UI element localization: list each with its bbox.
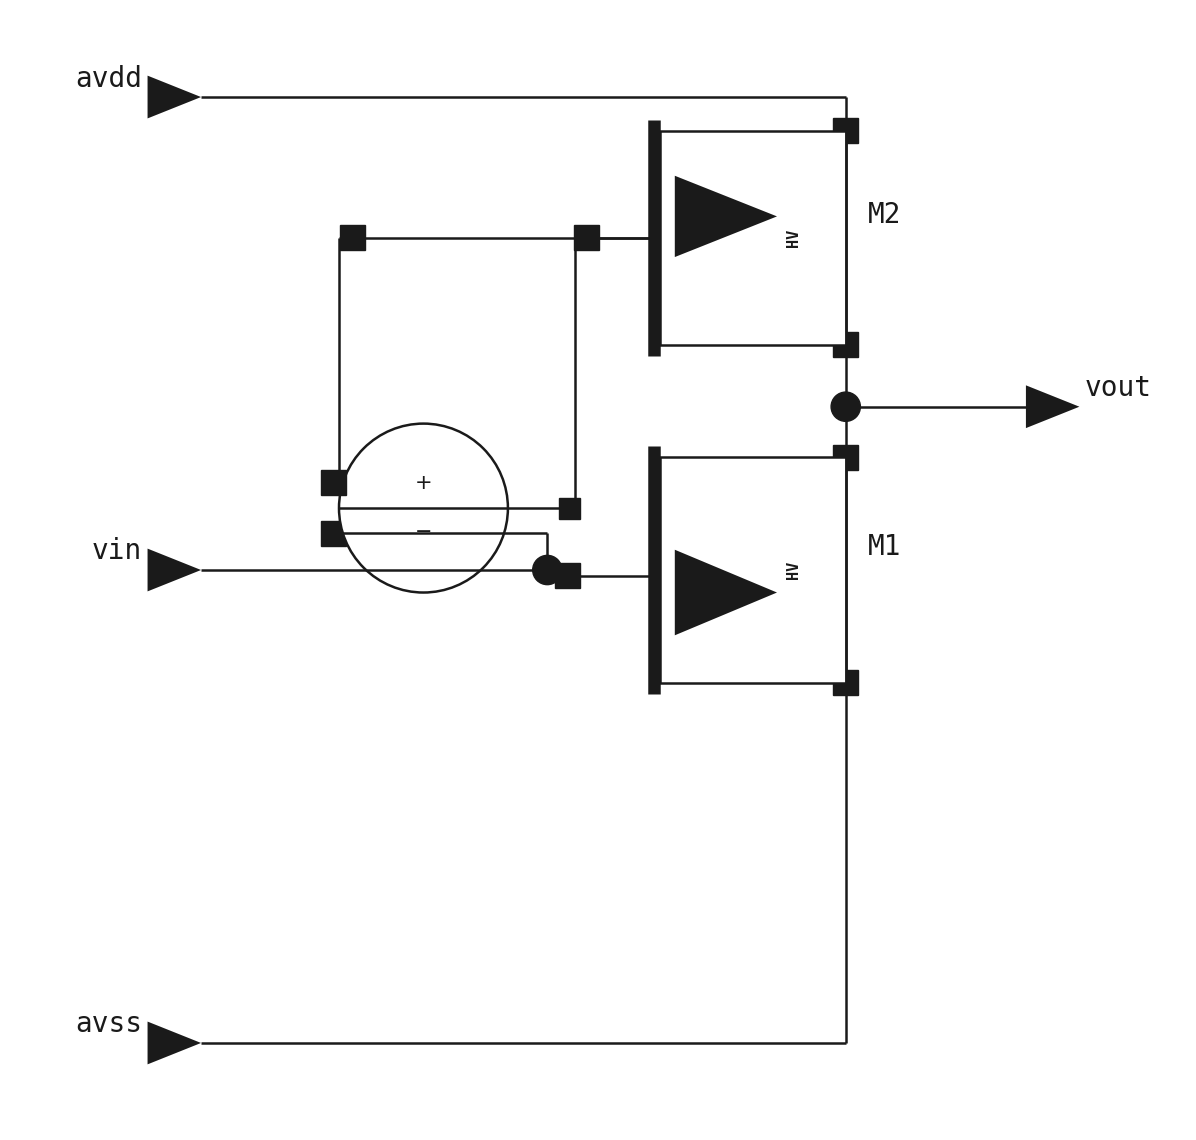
- Bar: [321, 471, 346, 495]
- Polygon shape: [147, 75, 201, 119]
- Text: vout: vout: [1085, 374, 1152, 402]
- Bar: [560, 497, 580, 519]
- Polygon shape: [147, 1021, 201, 1065]
- Text: HV: HV: [786, 561, 801, 579]
- Polygon shape: [147, 548, 201, 592]
- Polygon shape: [675, 549, 777, 635]
- Text: M1: M1: [868, 534, 902, 562]
- Circle shape: [532, 555, 562, 585]
- Bar: [834, 445, 859, 470]
- Text: −: −: [415, 522, 432, 542]
- Circle shape: [831, 392, 860, 422]
- Bar: [660, 457, 846, 683]
- Bar: [834, 119, 859, 144]
- Bar: [834, 333, 859, 357]
- Polygon shape: [675, 176, 777, 256]
- Text: vin: vin: [92, 537, 142, 565]
- Text: avss: avss: [75, 1010, 142, 1039]
- Bar: [660, 131, 846, 344]
- Bar: [834, 670, 859, 695]
- Bar: [574, 226, 599, 250]
- Polygon shape: [1026, 385, 1080, 429]
- Bar: [340, 226, 365, 250]
- Text: M2: M2: [868, 202, 902, 229]
- Text: HV: HV: [786, 229, 801, 247]
- Text: +: +: [415, 473, 432, 492]
- Bar: [321, 521, 346, 546]
- Bar: [555, 563, 580, 588]
- Circle shape: [338, 424, 508, 593]
- Text: avdd: avdd: [75, 65, 142, 92]
